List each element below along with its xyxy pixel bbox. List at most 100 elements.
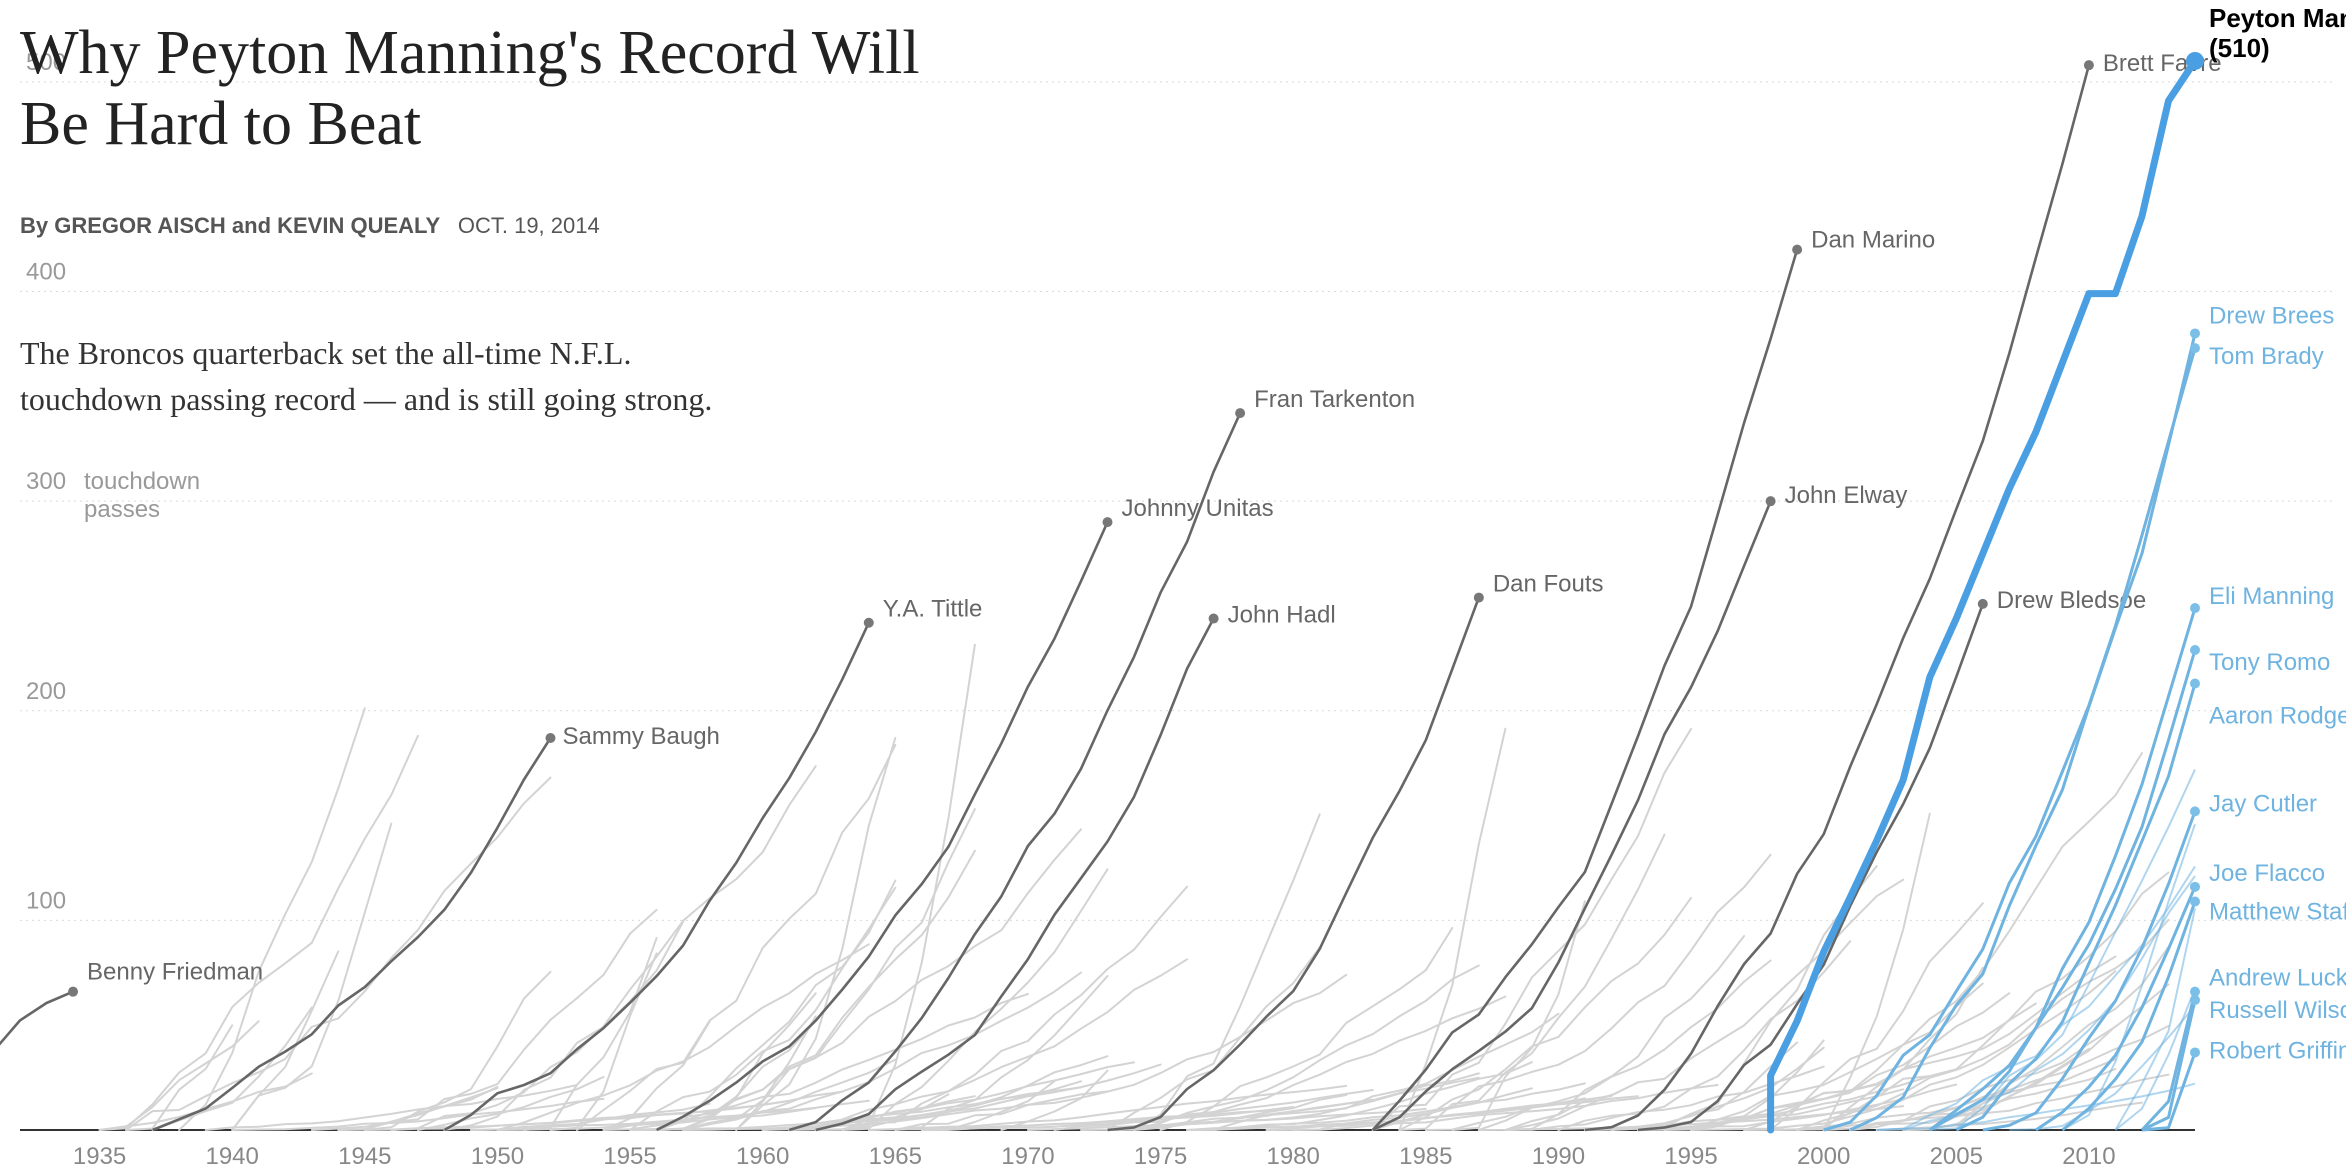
player-line: [1373, 250, 1797, 1130]
x-tick-label: 1955: [603, 1143, 656, 1170]
player-label: Sammy Baugh: [562, 723, 719, 750]
active-endpoint: [2190, 897, 2200, 907]
bg-line: [1373, 855, 1771, 1130]
player-endpoint: [864, 618, 874, 628]
x-tick-label: 1960: [736, 1143, 789, 1170]
x-tick-label: 1985: [1399, 1143, 1452, 1170]
bg-line: [577, 745, 895, 1130]
player-endpoint: [68, 987, 78, 997]
active-player-label: Eli Manning: [2209, 583, 2334, 610]
x-tick-label: 1980: [1266, 1143, 1319, 1170]
active-endpoint: [2190, 603, 2200, 613]
hero-label-value: (510): [2209, 33, 2270, 63]
bg-line: [497, 944, 868, 1130]
active-endpoint: [2190, 343, 2200, 353]
active-player-line: [2142, 992, 2195, 1130]
x-tick-label: 1945: [338, 1143, 391, 1170]
bg-line: [630, 888, 895, 1130]
player-label: Fran Tarkenton: [1254, 386, 1415, 413]
player-endpoint: [2084, 60, 2094, 70]
active-player-label: Jay Cutler: [2209, 790, 2317, 817]
dek-line1: The Broncos quarterback set the all-time…: [20, 335, 631, 371]
bg-line: [100, 1021, 259, 1130]
x-tick-label: 1965: [869, 1143, 922, 1170]
player-label: Dan Fouts: [1493, 571, 1604, 598]
active-endpoint: [2190, 995, 2200, 1005]
headline-line2: Be Hard to Beat: [20, 90, 421, 158]
x-tick-label: 2005: [1930, 1143, 1983, 1170]
player-endpoint: [1103, 517, 1113, 527]
y-tick-label: 300: [26, 468, 66, 495]
active-player-label: Drew Brees: [2209, 302, 2334, 329]
x-tick-label: 1990: [1532, 1143, 1585, 1170]
active-endpoint: [2190, 328, 2200, 338]
player-line: [0, 992, 73, 1130]
player-label: John Hadl: [1228, 602, 1336, 629]
player-endpoint: [1978, 599, 1988, 609]
dek-line2: touchdown passing record — and is still …: [20, 381, 712, 417]
byline-authors: GREGOR AISCH and KEVIN QUEALY: [54, 213, 439, 238]
y-sublabel: touchdown: [84, 468, 200, 495]
y-sublabel: passes: [84, 496, 160, 523]
active-endpoint: [2190, 1047, 2200, 1057]
active-player-label: Russell Wilson: [2209, 997, 2346, 1024]
active-line: [1930, 769, 2195, 1130]
active-player-label: Andrew Luck: [2209, 965, 2346, 992]
y-tick-label: 100: [26, 887, 66, 914]
byline-date: OCT. 19, 2014: [458, 213, 600, 238]
page-title: Why Peyton Manning's Record Will Be Hard…: [20, 18, 920, 161]
player-endpoint: [1792, 245, 1802, 255]
player-line: [444, 623, 868, 1130]
bg-line: [1134, 814, 1320, 1130]
active-player-line: [1983, 811, 2195, 1130]
bg-line: [789, 959, 1187, 1130]
player-endpoint: [1209, 614, 1219, 624]
byline: By GREGOR AISCH and KEVIN QUEALY OCT. 19…: [20, 213, 600, 239]
player-label: Dan Marino: [1811, 227, 1935, 254]
bg-line: [895, 975, 1346, 1130]
byline-prefix: By: [20, 213, 48, 238]
active-endpoint: [2190, 679, 2200, 689]
player-line: [816, 619, 1214, 1131]
player-endpoint: [545, 733, 555, 743]
player-line: [1108, 598, 1479, 1130]
bg-line: [1505, 936, 1744, 1130]
x-tick-label: 1970: [1001, 1143, 1054, 1170]
player-label: Benny Friedman: [87, 959, 263, 986]
active-player-label: Robert Griffin: [2209, 1037, 2346, 1064]
x-tick-label: 2010: [2062, 1143, 2115, 1170]
hero-endpoint: [2186, 52, 2204, 70]
active-endpoint: [2190, 645, 2200, 655]
dek: The Broncos quarterback set the all-time…: [20, 330, 712, 423]
player-endpoint: [1474, 593, 1484, 603]
hero-label-name: Peyton Manning: [2209, 3, 2346, 33]
active-player-label: Tom Brady: [2209, 343, 2324, 370]
y-tick-label: 200: [26, 678, 66, 705]
player-line: [153, 738, 551, 1130]
bg-line: [1612, 866, 1877, 1130]
touchdown-chart: 100200300touchdownpasses4005001935194019…: [0, 0, 2346, 1172]
bg-line: [1850, 984, 2168, 1130]
x-tick-label: 1950: [471, 1143, 524, 1170]
y-tick-label: 400: [26, 259, 66, 286]
x-tick-label: 2000: [1797, 1143, 1850, 1170]
bg-line: [1824, 814, 1930, 1130]
active-endpoint: [2190, 806, 2200, 816]
active-player-label: Matthew Stafford: [2209, 899, 2346, 926]
active-player-label: Aaron Rodgers: [2209, 703, 2346, 730]
headline-line1: Why Peyton Manning's Record Will: [20, 19, 920, 87]
active-endpoint: [2190, 882, 2200, 892]
active-series: Drew BreesTom BradyEli ManningTony RomoA…: [1824, 302, 2346, 1130]
bg-line: [1691, 957, 2115, 1131]
player-label: Y.A. Tittle: [883, 596, 983, 623]
x-tick-label: 1975: [1134, 1143, 1187, 1170]
x-tick-label: 1995: [1664, 1143, 1717, 1170]
x-tick-label: 1940: [205, 1143, 258, 1170]
player-label: Brett Favre: [2103, 50, 2222, 77]
player-endpoint: [1766, 496, 1776, 506]
x-tick-label: 1935: [73, 1143, 126, 1170]
hero-series: Peyton Manning(510): [1771, 3, 2346, 1130]
active-player-label: Joe Flacco: [2209, 860, 2325, 887]
bg-line: [869, 976, 1108, 1130]
figure-root: 100200300touchdownpasses4005001935194019…: [0, 0, 2346, 1172]
